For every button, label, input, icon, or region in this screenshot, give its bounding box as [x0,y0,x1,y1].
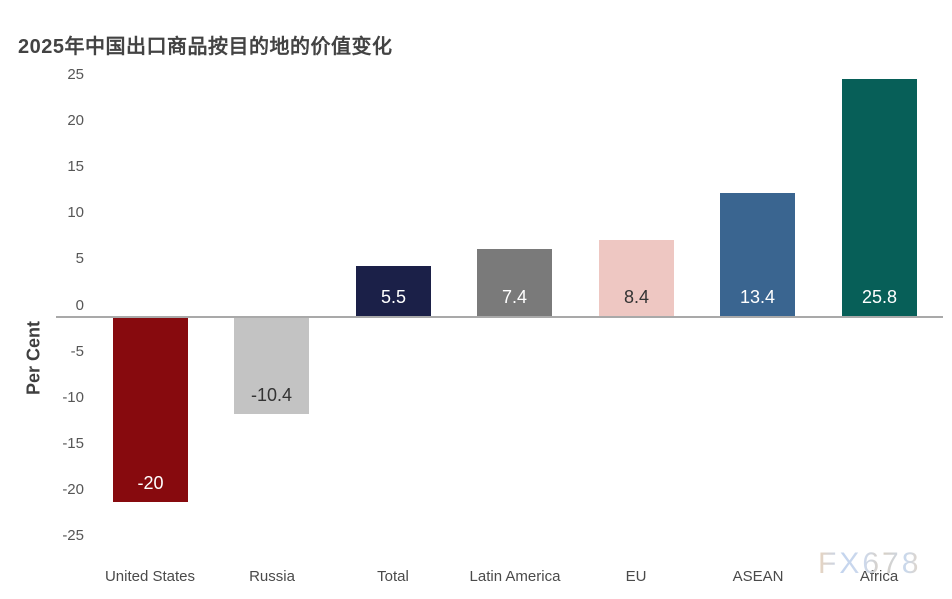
x-axis-label: Africa [814,567,944,587]
y-tick-label: -10 [62,388,84,406]
bar-latin-america [477,249,552,317]
x-axis-label: EU [625,568,647,585]
y-tick-label: -5 [70,342,84,360]
bar-total [356,266,431,317]
y-tick-label: 5 [75,250,84,268]
bar-value-label: 13.4 [739,287,776,307]
bar-value-label: -10.4 [250,385,293,405]
bar-value-label: 7.4 [501,287,528,307]
x-axis-label: United States [104,568,196,585]
y-tick-label: 20 [67,112,84,130]
bar-eu [599,240,674,317]
bar-asean [720,193,795,317]
x-axis-label: Russia [249,568,295,585]
x-axis-label: Total [377,568,409,585]
y-tick-label: -25 [62,527,84,544]
bar-value-label: 8.4 [623,287,650,307]
y-tick-label: 25 [67,66,84,83]
bar-africa [842,79,917,317]
x-axis-label: ASEAN [732,568,784,585]
chart-title: 2025年中国出口商品按目的地的价值变化 [18,36,393,58]
x-axis-label: Latin America [469,568,561,585]
y-tick-label: -15 [62,434,84,452]
y-tick-label: -20 [62,480,84,498]
x-axis-line [56,316,943,318]
bar-value-label: 5.5 [380,287,407,307]
bar-value-label: -20 [137,473,164,493]
bar-united-states [113,318,188,502]
y-tick-label: 10 [67,204,84,222]
y-tick-label: 15 [67,158,84,176]
bar-russia [234,318,309,414]
watermark: FX678 [818,547,922,580]
bar-value-label: 25.8 [861,287,898,307]
y-tick-label: 0 [75,296,84,314]
